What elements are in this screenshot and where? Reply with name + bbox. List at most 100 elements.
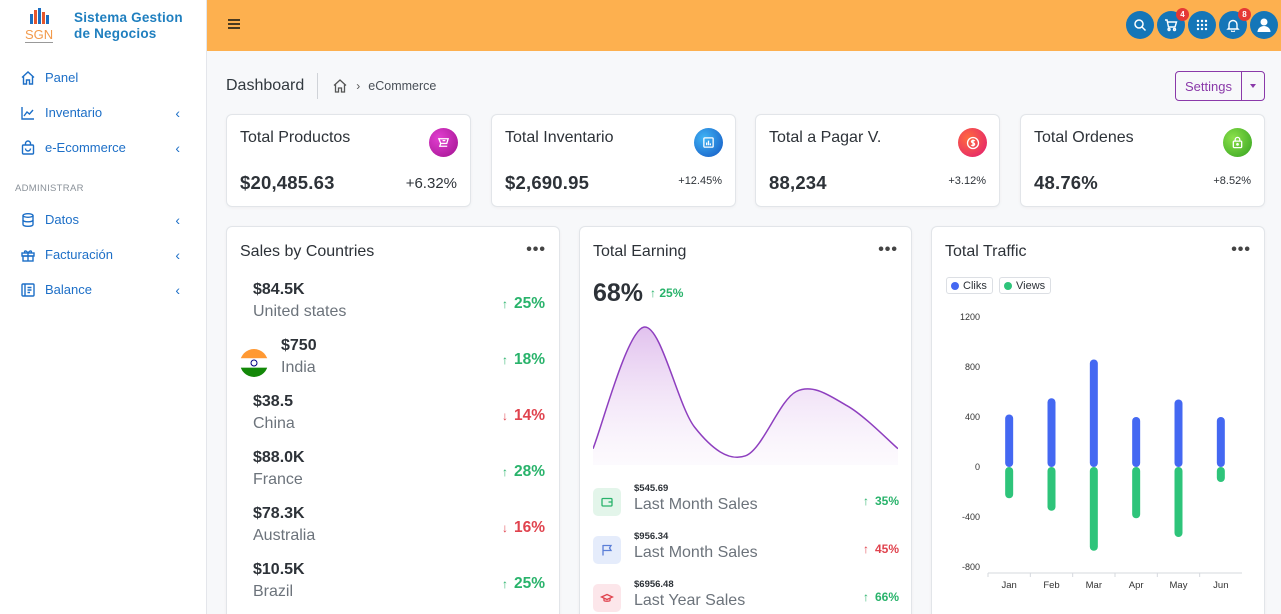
- stat-title: Total Productos: [240, 129, 351, 146]
- more-options-icon[interactable]: •••: [878, 241, 898, 258]
- y-tick-label: 1200: [960, 312, 980, 322]
- earning-area-fill: [593, 327, 898, 465]
- search-button[interactable]: [1126, 11, 1154, 39]
- sidebar-item-label: e-Ecommerce: [45, 140, 126, 155]
- country-change-value: 14%: [513, 407, 545, 424]
- sidebar-item-balance[interactable]: Balance ‹: [0, 272, 206, 307]
- chevron-left-icon: ‹: [175, 281, 180, 298]
- cart-button[interactable]: 4: [1157, 8, 1189, 39]
- legend-cliks[interactable]: Cliks: [946, 277, 993, 294]
- user-menu-button[interactable]: [1250, 11, 1278, 39]
- arrow-up-icon: ↑: [862, 494, 869, 508]
- bar-cliks-mar[interactable]: [1089, 359, 1098, 468]
- breadcrumb-separator: ›: [356, 79, 361, 93]
- sidebar-section-heading: ADMINISTRAR: [15, 183, 84, 194]
- country-change: ↓ 14%: [502, 407, 545, 425]
- card-title: Sales by Countries: [240, 243, 375, 260]
- country-change-value: 25%: [513, 295, 545, 312]
- earning-change-value: 66%: [874, 590, 899, 604]
- y-tick-label: -400: [962, 512, 980, 522]
- sales-by-countries-card: Sales by Countries ••• $84.5K United stat…: [226, 226, 560, 614]
- sidebar-item-facturacion[interactable]: Facturación ‹: [0, 237, 206, 272]
- earning-change: ↑ 66%: [863, 590, 899, 604]
- user-icon: [1257, 18, 1271, 32]
- earning-row: $545.69 Last Month Sales ↑ 35%: [593, 483, 899, 523]
- notifications-button[interactable]: 8: [1219, 8, 1251, 39]
- apps-button[interactable]: [1188, 11, 1216, 39]
- country-change: ↑ 28%: [502, 463, 545, 481]
- sidebar-item-inventario[interactable]: Inventario ‹: [0, 95, 206, 130]
- menu-toggle-icon[interactable]: [228, 19, 240, 29]
- bar-cliks-jun[interactable]: [1216, 417, 1225, 467]
- earning-change-value: 45%: [874, 542, 899, 556]
- country-name: China: [253, 415, 295, 432]
- country-amount: $750: [281, 337, 317, 354]
- settings-dropdown-toggle[interactable]: [1242, 72, 1264, 100]
- bar-views-may[interactable]: [1174, 467, 1183, 537]
- bar-views-jun[interactable]: [1216, 467, 1225, 482]
- bar-cliks-feb[interactable]: [1047, 398, 1056, 467]
- brand-line-1: Sistema Gestion: [74, 9, 183, 25]
- earning-amount: $956.34: [634, 531, 669, 542]
- page-title: Dashboard: [226, 73, 319, 99]
- logo: SGN: [22, 6, 58, 46]
- earning-label: Last Year Sales: [634, 592, 746, 609]
- home-icon[interactable]: [332, 78, 348, 94]
- stat-value: $20,485.63: [240, 172, 335, 193]
- brand[interactable]: SGN Sistema Gestion de Negocios: [0, 0, 206, 51]
- bar-views-apr[interactable]: [1132, 467, 1141, 519]
- bar-views-mar[interactable]: [1089, 467, 1098, 551]
- settings-button[interactable]: Settings: [1176, 72, 1242, 100]
- more-options-icon[interactable]: •••: [1231, 241, 1251, 258]
- sidebar-item-panel[interactable]: Panel: [0, 60, 206, 95]
- sidebar-item-label: Datos: [45, 212, 79, 227]
- chart-line-icon: [20, 105, 36, 121]
- search-icon: [1134, 19, 1147, 32]
- sidebar-item-ecommerce[interactable]: e-Ecommerce ‹: [0, 130, 206, 165]
- sidebar-item-label: Inventario: [45, 105, 103, 120]
- settings-split-button: Settings: [1175, 71, 1265, 101]
- x-tick-label: Apr: [1129, 580, 1144, 591]
- graduation-cap-icon: [593, 584, 621, 612]
- stat-value: 88,234: [769, 172, 827, 193]
- sidebar-item-label: Balance: [45, 282, 92, 297]
- caret-down-icon: [1250, 84, 1256, 88]
- more-options-icon[interactable]: •••: [526, 241, 546, 258]
- stat-change: +12.45%: [678, 175, 722, 187]
- earning-change: ↑ 45%: [863, 542, 899, 556]
- bar-views-jan[interactable]: [1005, 467, 1014, 499]
- country-change-value: 18%: [513, 351, 545, 368]
- y-tick-label: 0: [975, 462, 980, 472]
- earning-amount: $545.69: [634, 483, 669, 494]
- earning-label: Last Month Sales: [634, 544, 758, 561]
- legend-views[interactable]: Views: [999, 277, 1052, 294]
- breadcrumb: Dashboard › eCommerce: [226, 72, 436, 100]
- database-icon: [20, 212, 36, 228]
- country-row: $10.5K Brazil ↑ 25%: [227, 557, 559, 613]
- country-row: $750 India ↑ 18%: [227, 333, 559, 389]
- country-name: France: [253, 471, 303, 488]
- sidebar-item-datos[interactable]: Datos ‹: [0, 202, 206, 237]
- traffic-bar-chart: 1200 800 400 0 -400 -800 Jan Feb Mar Apr May Jun: [960, 312, 1242, 591]
- sidebar-item-label: Facturación: [45, 247, 113, 262]
- stat-card-productos: Total Productos $20,485.63 +6.32%: [226, 114, 471, 207]
- country-change: ↓ 16%: [502, 519, 545, 537]
- stat-card-ordenes: Total Ordenes 48.76% +8.52%: [1020, 114, 1265, 207]
- bar-cliks-may[interactable]: [1174, 399, 1183, 468]
- stat-change: +6.32%: [405, 175, 457, 192]
- country-amount: $78.3K: [253, 505, 305, 522]
- bar-cliks-jan[interactable]: [1005, 414, 1014, 468]
- india-flag-icon: [240, 349, 268, 377]
- total-traffic-card: Total Traffic ••• Cliks Views 1200 800 400…: [931, 226, 1265, 614]
- earning-change: ↑ 35%: [863, 494, 899, 508]
- home-icon: [20, 70, 36, 86]
- earning-row: $6956.48 Last Year Sales ↑ 66%: [593, 579, 899, 614]
- total-earning-card: Total Earning ••• 68% ↑ 25% $545.69 Last …: [579, 226, 912, 614]
- bar-views-feb[interactable]: [1047, 467, 1056, 511]
- bar-cliks-apr[interactable]: [1132, 417, 1141, 467]
- lock-bag-icon: [1223, 128, 1252, 157]
- country-row: $84.5K United states ↑ 25%: [227, 277, 559, 333]
- country-row: $38.5 China ↓ 14%: [227, 389, 559, 445]
- cart-icon: [1165, 19, 1178, 32]
- stat-change: +8.52%: [1213, 175, 1251, 187]
